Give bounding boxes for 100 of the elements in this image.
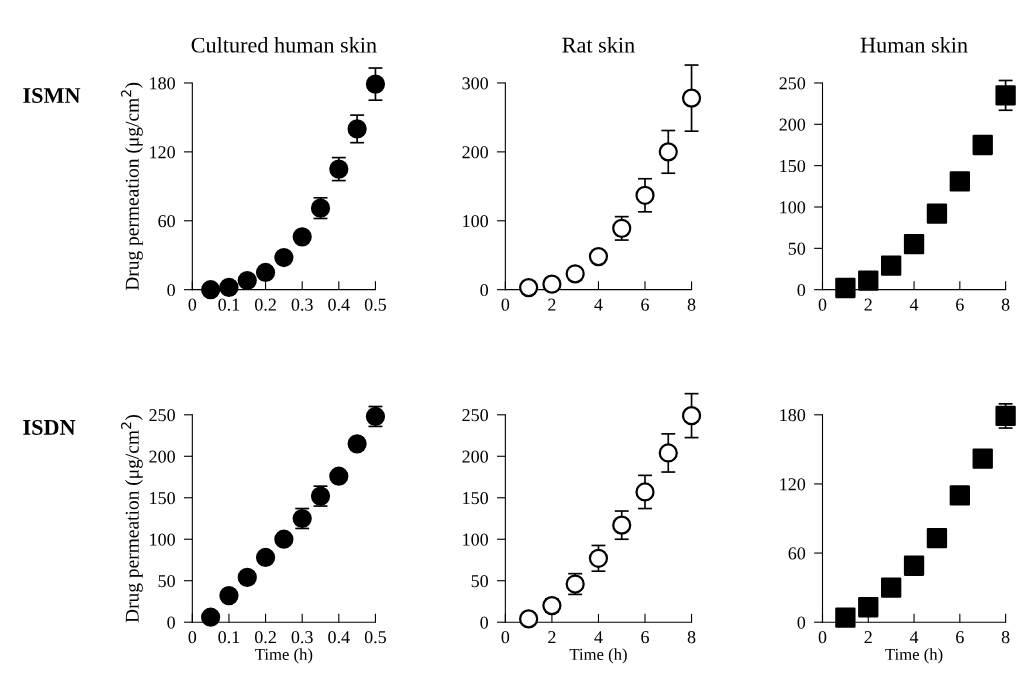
point: [835, 277, 856, 299]
point: [329, 466, 349, 486]
x-axis-title: Time (h): [569, 648, 627, 664]
text: ISDN: [23, 419, 76, 435]
point: [365, 74, 386, 94]
x-axis-title: Time (h): [885, 648, 943, 664]
point: [201, 280, 221, 300]
point: [588, 548, 609, 568]
x-tick-label: 0.3: [291, 631, 313, 644]
point: [635, 482, 655, 502]
x-tick-label: 0.4: [328, 298, 350, 311]
x-tick-label: 4: [909, 631, 919, 644]
x-tick-label: 2: [548, 298, 556, 311]
y-tick-label: 50: [158, 574, 175, 588]
point: [835, 607, 856, 628]
y-tick-label: 60: [158, 215, 175, 228]
y-tick-label: 0: [480, 283, 489, 297]
point: [274, 529, 294, 549]
point: [237, 567, 257, 588]
y-tick-label: 0: [480, 616, 489, 629]
point: [658, 142, 678, 162]
y-axis-title: Drug permeation (μg/cm$^{2}$): [121, 414, 143, 623]
point: [237, 270, 257, 291]
y-tick-label: 150: [780, 159, 806, 173]
y-tick-label: 60: [788, 547, 806, 560]
chart-title: Human skin: [860, 36, 968, 53]
x-tick-label: 0.2: [254, 298, 276, 311]
y-tick-label: 180: [780, 409, 806, 422]
point: [903, 555, 925, 576]
x-tick-label: 0.1: [218, 631, 240, 644]
point: [949, 171, 970, 192]
x-axis-title: Time (h): [255, 648, 313, 664]
y-tick-label: 100: [780, 201, 806, 214]
point: [926, 527, 948, 549]
x-tick-label: 2: [548, 631, 556, 644]
x-tick-label: 0: [501, 631, 510, 644]
point: [255, 262, 276, 283]
y-tick-label: 180: [150, 77, 175, 90]
point: [858, 270, 879, 291]
y-tick-label: 0: [167, 283, 175, 297]
point: [588, 246, 609, 267]
point: [347, 434, 367, 454]
x-tick-label: 2: [864, 298, 872, 311]
y-tick-label: 200: [462, 146, 489, 159]
y-tick-label: 150: [150, 492, 175, 505]
x-tick-label: 0: [501, 298, 510, 311]
x-tick-label: 0.3: [291, 298, 313, 311]
point: [972, 448, 993, 469]
point: [681, 88, 702, 108]
point: [519, 609, 539, 629]
x-tick-label: 0.1: [218, 298, 240, 311]
point: [292, 227, 312, 247]
x-tick-label: 0: [818, 298, 827, 311]
point: [681, 406, 702, 426]
x-tick-label: 0: [188, 298, 197, 311]
x-tick-label: 0: [188, 631, 197, 644]
x-tick-label: 4: [594, 298, 603, 311]
x-tick-label: 4: [909, 298, 919, 311]
y-tick-label: 250: [462, 409, 489, 422]
point: [949, 485, 970, 506]
point: [881, 577, 902, 598]
point: [274, 247, 294, 268]
point: [635, 185, 655, 205]
point: [542, 274, 562, 294]
point: [972, 134, 993, 156]
point: [926, 203, 948, 224]
chart-title: Rat skin: [562, 36, 635, 53]
y-tick-label: 100: [150, 533, 175, 546]
y-axis-title: Drug permeation (μg/cm$^{2}$): [121, 82, 143, 291]
x-tick-label: 6: [641, 631, 649, 644]
x-tick-label: 6: [956, 298, 964, 311]
y-tick-label: 50: [788, 242, 806, 255]
y-tick-label: 250: [149, 409, 175, 422]
point: [903, 234, 925, 255]
point: [858, 597, 879, 618]
x-tick-label: 8: [687, 631, 696, 644]
point: [201, 607, 221, 627]
y-tick-label: 200: [779, 118, 806, 131]
point: [881, 255, 902, 276]
point: [519, 278, 539, 298]
x-tick-label: 4: [594, 631, 603, 644]
point: [658, 443, 678, 463]
x-tick-label: 0: [818, 631, 827, 644]
x-tick-label: 2: [864, 631, 872, 644]
x-tick-label: 8: [1001, 631, 1010, 644]
point: [347, 119, 367, 139]
x-tick-label: 0.5: [364, 298, 387, 311]
text: ISMN: [23, 88, 81, 103]
y-tick-label: 0: [797, 616, 806, 629]
point: [995, 85, 1016, 106]
y-tick-label: 100: [463, 215, 489, 228]
x-tick-label: 6: [641, 298, 649, 311]
x-tick-label: 6: [956, 631, 964, 644]
y-tick-label: 250: [779, 77, 806, 90]
y-tick-label: 50: [471, 574, 489, 588]
y-tick-label: 120: [150, 146, 175, 159]
y-tick-label: 200: [462, 450, 489, 463]
y-tick-label: 0: [167, 616, 175, 629]
y-tick-label: 200: [149, 450, 175, 463]
y-tick-label: 300: [462, 77, 489, 90]
